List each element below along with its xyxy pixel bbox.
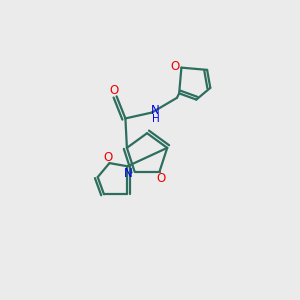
Text: N: N (151, 104, 160, 117)
Text: O: O (170, 60, 180, 73)
Text: O: O (109, 84, 118, 97)
Text: O: O (156, 172, 166, 184)
Text: H: H (152, 114, 159, 124)
Text: O: O (103, 151, 112, 164)
Text: N: N (124, 167, 133, 179)
